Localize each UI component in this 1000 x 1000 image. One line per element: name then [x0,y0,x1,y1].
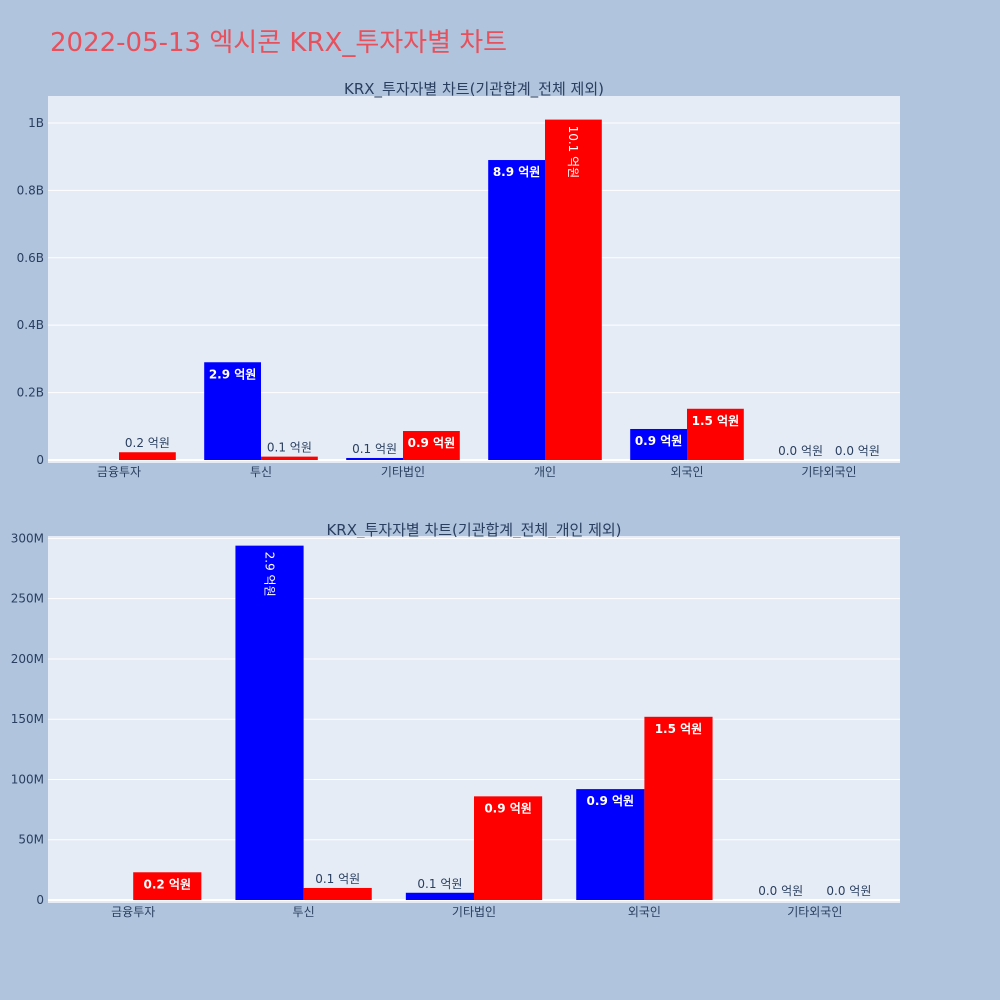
data-label: 0.9 억원 [484,801,532,815]
y-tick-label: 0.4B [17,318,44,332]
bar [346,457,403,460]
x-tick-label: 기타외국인 [787,905,842,919]
x-tick-label: 외국인 [628,905,661,919]
data-label: 0.1 억원 [417,877,462,891]
data-label: 0.2 억원 [144,877,192,891]
data-label: 0.9 억원 [587,794,635,808]
bar [403,431,460,460]
data-label: 0.9 억원 [635,434,683,448]
bar [644,716,713,900]
y-tick-label: 50M [18,833,44,847]
bar [119,452,176,460]
data-label: 0.0 억원 [835,444,880,458]
data-label: 0.0 억원 [826,884,871,898]
x-tick-label: 기타외국인 [801,465,856,479]
bar [303,887,372,900]
x-tick-label: 금융투자 [97,465,141,479]
x-tick-label: 기타법인 [452,905,496,919]
y-tick-label: 150M [11,712,44,726]
bar [630,428,687,460]
x-tick-label: 투신 [250,465,272,479]
bar [235,545,304,900]
data-label: 0.1 억원 [315,872,360,886]
y-tick-label: 0 [36,453,44,467]
y-tick-label: 0 [36,893,44,907]
data-label: 0.1 억원 [267,441,312,455]
bar [488,160,545,460]
plot-area-1 [48,96,900,463]
y-tick-label: 0.8B [17,183,44,197]
data-label: 0.9 억원 [408,436,456,450]
bar [545,119,602,460]
x-tick-label: 외국인 [670,465,703,479]
y-tick-label: 300M [11,531,44,545]
page-title: 2022-05-13 엑시콘 KRX_투자자별 차트 [50,28,508,58]
x-tick-label: 금융투자 [111,905,155,919]
bar [204,362,261,460]
y-tick-label: 100M [11,772,44,786]
data-label: 8.9 억원 [493,165,541,179]
y-tick-label: 200M [11,652,44,666]
bar [474,796,543,900]
x-tick-label: 개인 [534,465,556,479]
data-label: 2.9 억원 [209,367,257,381]
x-tick-label: 기타법인 [381,465,425,479]
data-label: 0.0 억원 [778,444,823,458]
bar [261,456,318,460]
y-tick-label: 250M [11,592,44,606]
x-tick-label: 투신 [293,905,315,919]
data-label: 0.0 억원 [758,884,803,898]
bar [133,872,202,900]
y-tick-label: 1B [28,116,44,130]
y-tick-label: 0.2B [17,386,44,400]
data-label: 1.5 억원 [692,414,740,428]
bar [576,789,645,900]
data-label: 10.1 억원 [566,126,580,179]
bar [405,892,474,900]
bar [687,408,744,460]
data-label: 0.1 억원 [352,442,397,456]
data-label: 2.9 억원 [262,552,276,597]
chart-title-1: KRX_투자자별 차트(기관합계_전체 제외) [344,80,604,99]
data-label: 0.2 억원 [125,436,170,450]
data-label: 1.5 억원 [655,722,703,736]
y-tick-label: 0.6B [17,251,44,265]
chart-title-2: KRX_투자자별 차트(기관합계_전체_개인 제외) [326,521,621,540]
